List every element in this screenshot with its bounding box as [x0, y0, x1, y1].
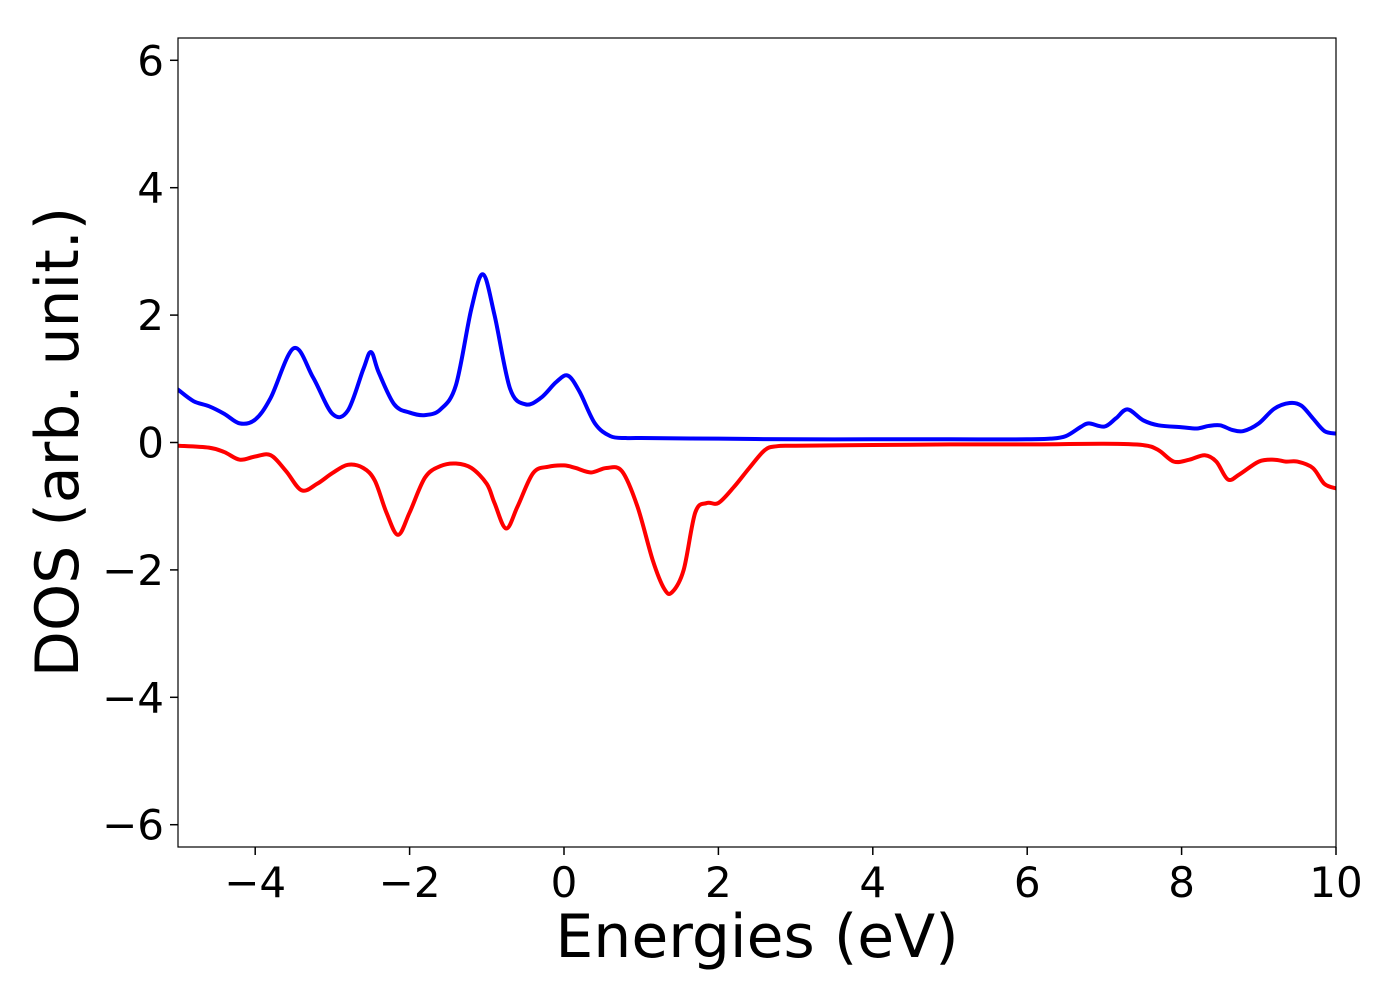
y-tick-label: 0 — [137, 419, 164, 468]
y-axis-label: DOS (arb. unit.) — [23, 207, 93, 677]
series-line-negative — [178, 441, 1336, 596]
y-tick-label: −6 — [102, 801, 164, 850]
x-tick-label: 8 — [1168, 858, 1195, 907]
x-tick-label: 10 — [1309, 858, 1362, 907]
x-tick-label: 0 — [551, 858, 578, 907]
y-tick-label: −2 — [102, 546, 164, 595]
x-axis: −4 −2 0 2 4 6 8 10 — [224, 847, 1363, 907]
y-tick-label: 2 — [137, 291, 164, 340]
x-tick-label: −2 — [379, 858, 441, 907]
y-tick-label: −4 — [102, 673, 164, 722]
x-tick-label: 2 — [705, 858, 732, 907]
series-line-positive — [178, 272, 1336, 442]
x-tick-label: −4 — [224, 858, 286, 907]
plot-frame — [177, 37, 1337, 848]
x-tick-label: 4 — [859, 858, 886, 907]
x-tick-label: 6 — [1014, 858, 1041, 907]
x-axis-label: Energies (eV) — [555, 902, 958, 972]
y-tick-label: 6 — [137, 36, 164, 85]
y-tick-label: 4 — [137, 164, 164, 213]
series-layer — [178, 272, 1336, 596]
y-axis: −6 −4 −2 0 2 4 6 — [102, 36, 178, 850]
